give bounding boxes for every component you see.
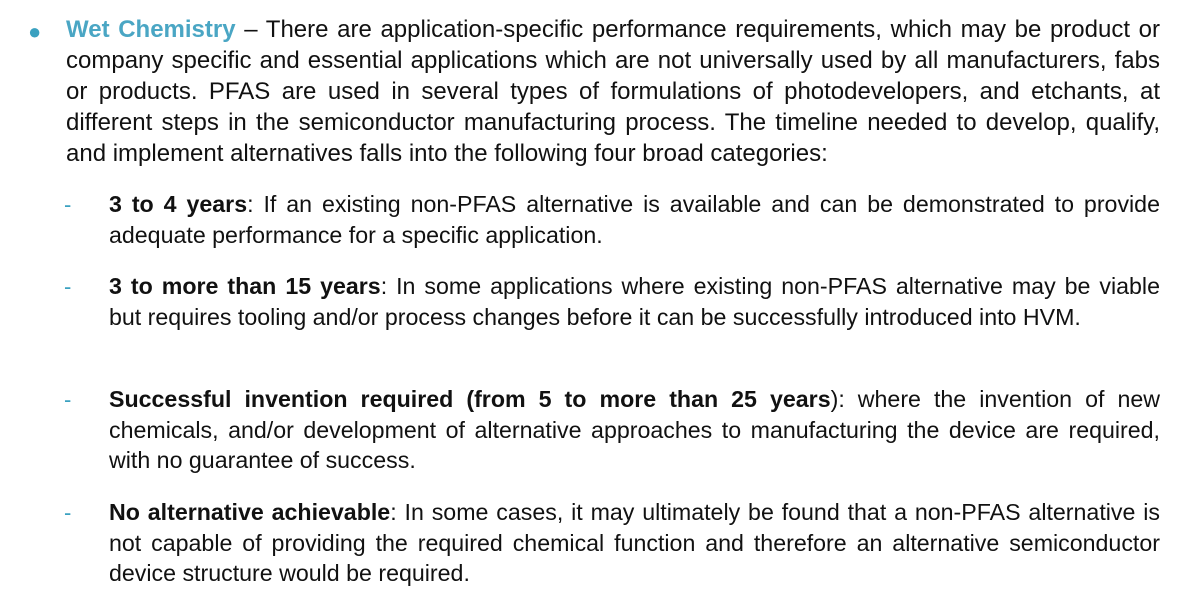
category-text: : In some cases, it may ultimately be fo… (109, 499, 1161, 586)
category-text: : If an existing non-PFAS alternative is… (109, 191, 1160, 248)
dash-marker: - (64, 500, 72, 525)
category-heading: 3 to 4 years (109, 191, 248, 217)
bullet-paragraph: Wet Chemistry – There are application-sp… (66, 14, 1160, 169)
bullet-body-text: – There are application-specific perform… (66, 16, 1160, 167)
dash-marker: - (64, 274, 72, 299)
category-text: : In some applications where existing no… (109, 273, 1160, 330)
bullet-dot-icon: ● (28, 19, 42, 44)
category-text: ): where the invention of new chemicals,… (109, 386, 1160, 473)
category-heading: 3 to more than 15 years (109, 273, 381, 299)
category-paragraph: Successful invention required (from 5 to… (109, 384, 1160, 476)
dash-marker: - (64, 192, 72, 217)
dash-marker: - (64, 387, 72, 412)
category-paragraph: 3 to 4 years: If an existing non-PFAS al… (109, 189, 1160, 250)
category-paragraph: 3 to more than 15 years: In some applica… (109, 271, 1160, 332)
category-paragraph: No alternative achievable: In some cases… (109, 497, 1160, 589)
bullet-heading: Wet Chemistry (66, 16, 236, 43)
category-heading: Successful invention required (from 5 to… (109, 386, 831, 412)
category-heading: No alternative achievable (109, 499, 391, 525)
